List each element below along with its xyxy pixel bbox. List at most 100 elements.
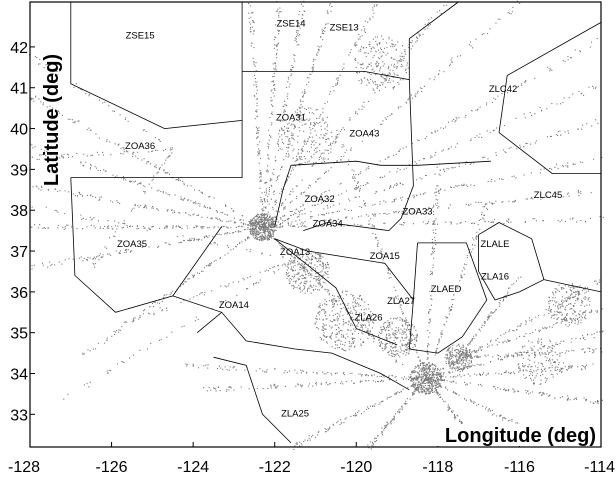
track-point: [267, 239, 269, 241]
track-point: [161, 310, 163, 312]
track-point: [595, 87, 597, 89]
track-point: [411, 42, 413, 44]
track-point: [277, 143, 279, 145]
track-point: [218, 386, 220, 388]
track-point: [266, 216, 268, 218]
track-point: [290, 211, 292, 213]
track-point: [413, 197, 415, 199]
track-point: [90, 155, 92, 157]
track-point: [403, 55, 405, 57]
track-point: [540, 354, 542, 356]
track-point: [185, 212, 187, 214]
track-point: [272, 226, 274, 228]
track-point: [260, 236, 262, 238]
track-point: [424, 192, 426, 194]
track-point: [261, 239, 263, 241]
track-point: [268, 219, 270, 221]
track-point: [424, 28, 426, 30]
track-point: [428, 362, 430, 364]
track-point: [400, 391, 402, 393]
track-point: [454, 166, 456, 168]
track-point: [90, 163, 92, 165]
track-point: [429, 379, 431, 381]
track-point: [165, 242, 167, 244]
track-point: [457, 370, 459, 372]
track-point: [228, 386, 230, 388]
track-point: [575, 294, 577, 296]
track-point: [273, 174, 275, 176]
track-point: [85, 161, 87, 163]
track-point: [175, 179, 177, 181]
track-point: [405, 378, 407, 380]
track-point: [423, 373, 425, 375]
track-point: [255, 238, 257, 240]
track-point: [493, 202, 495, 204]
track-point: [446, 354, 448, 356]
track-point: [358, 410, 360, 412]
track-point: [270, 225, 272, 227]
track-point: [470, 365, 472, 367]
track-point: [154, 137, 156, 139]
track-point: [412, 194, 414, 196]
track-point: [139, 317, 141, 319]
track-point: [415, 388, 417, 390]
track-point: [597, 122, 599, 124]
track-point: [88, 386, 90, 388]
track-point: [270, 234, 272, 236]
track-point: [350, 329, 352, 331]
track-point: [293, 257, 295, 259]
track-point: [308, 81, 310, 83]
track-point: [270, 385, 272, 387]
track-point: [296, 208, 298, 210]
track-point: [295, 114, 297, 116]
track-point: [262, 388, 264, 390]
track-point: [364, 202, 366, 204]
track-point: [436, 390, 438, 392]
track-point: [193, 202, 195, 204]
track-point: [199, 293, 201, 295]
track-point: [198, 238, 200, 240]
track-point: [470, 162, 472, 164]
track-point: [261, 228, 263, 230]
track-point: [193, 213, 195, 215]
track-point: [464, 263, 466, 265]
track-point: [395, 198, 397, 200]
track-point: [294, 369, 296, 371]
track-point: [446, 350, 448, 352]
track-point: [241, 241, 243, 243]
track-point: [318, 283, 320, 285]
track-point: [422, 362, 424, 364]
track-point: [432, 229, 434, 231]
track-point: [592, 352, 594, 354]
track-point: [276, 177, 278, 179]
track-point: [439, 169, 441, 171]
track-point: [247, 238, 249, 240]
track-point: [448, 313, 450, 315]
track-point: [315, 436, 317, 438]
track-point: [420, 368, 422, 370]
track-point: [426, 378, 428, 380]
track-point: [426, 379, 428, 381]
track-point: [83, 257, 85, 259]
track-point: [270, 218, 272, 220]
track-point: [556, 103, 558, 105]
track-point: [439, 373, 441, 375]
track-point: [328, 189, 330, 191]
track-point: [213, 242, 215, 244]
track-point: [263, 222, 265, 224]
track-point: [93, 217, 95, 219]
track-point: [375, 238, 377, 240]
track-point: [380, 376, 382, 378]
track-point: [294, 259, 296, 261]
track-point: [354, 44, 356, 46]
track-point: [104, 170, 106, 172]
track-point: [217, 226, 219, 228]
track-point: [235, 222, 237, 224]
track-point: [499, 305, 501, 307]
track-point: [360, 185, 362, 187]
track-point: [458, 185, 460, 187]
track-point: [283, 159, 285, 161]
track-point: [398, 392, 400, 394]
track-point: [255, 110, 257, 112]
track-point: [597, 400, 599, 402]
